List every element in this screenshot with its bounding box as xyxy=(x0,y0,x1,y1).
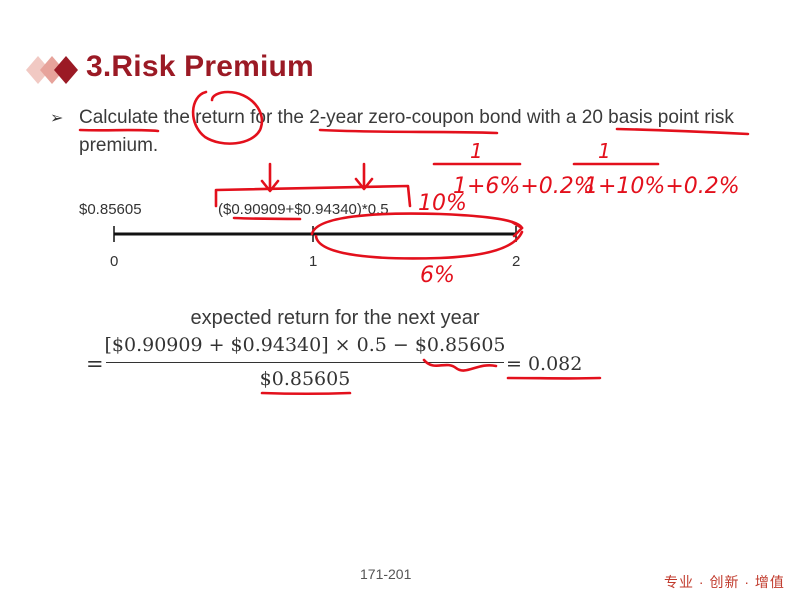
formula-denominator: $0.85605 xyxy=(259,368,351,390)
timeline-tick-2: 2 xyxy=(512,253,521,270)
formula-numerator: [$0.90909 + $0.94340] × 0.5 − $0.85605 xyxy=(104,334,506,356)
title-decoration-icon xyxy=(26,56,78,84)
bullet-suffix: risk premium. xyxy=(79,107,734,156)
bullet-arrow-icon: ➢ xyxy=(50,110,64,127)
bullet-middle: with a xyxy=(521,107,582,128)
footer-brand: 专业 · 创新 · 增值 xyxy=(664,574,785,590)
timeline-tick-0: 0 xyxy=(110,253,119,270)
bullet-highlight-2: 20 basis point xyxy=(581,107,700,128)
slide-title: 3.Risk Premium xyxy=(86,50,314,83)
timeline-tick-1: 1 xyxy=(309,253,318,270)
page-number: 171-201 xyxy=(360,566,412,582)
formula-equals: = xyxy=(86,352,104,376)
timeline-expected-label: ($0.90909+$0.94340)*0.5 xyxy=(218,201,389,218)
timeline-price-label: $0.85605 xyxy=(79,201,142,218)
formula-caption: expected return for the next year xyxy=(190,307,480,329)
formula-result: = 0.082 xyxy=(506,353,583,375)
bullet-highlight: 2-year zero-coupon bond xyxy=(309,107,522,128)
formula-fraction-bar xyxy=(106,362,504,363)
